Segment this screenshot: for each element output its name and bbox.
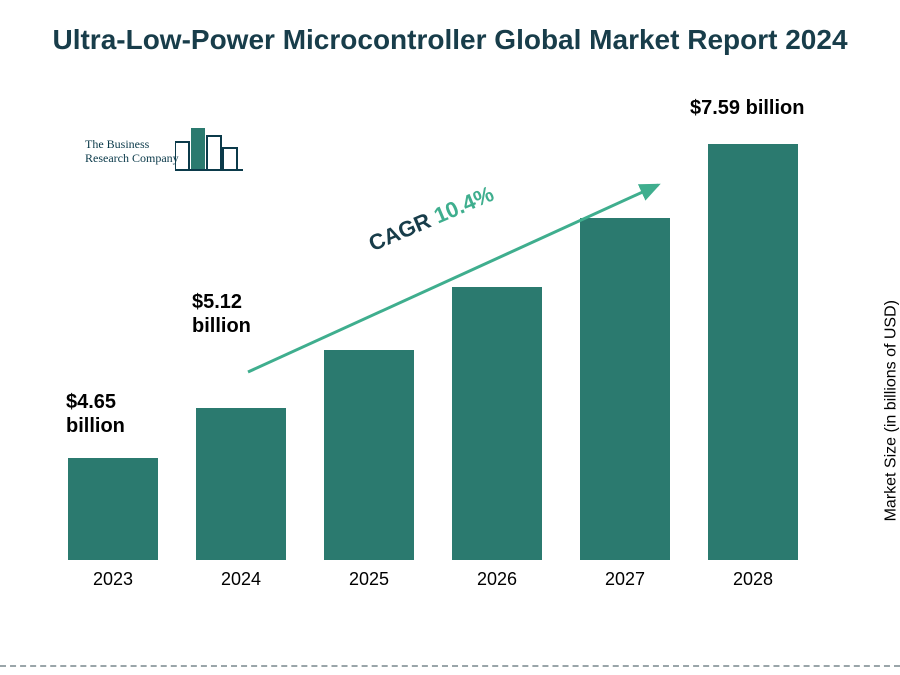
value-label: $4.65billion — [66, 390, 125, 438]
y-axis-label: Market Size (in billions of USD) — [882, 300, 900, 521]
bar — [452, 287, 542, 560]
bar — [68, 458, 158, 560]
bar — [580, 218, 670, 560]
value-label: $5.12billion — [192, 290, 251, 338]
x-axis-label: 2024 — [196, 569, 286, 590]
chart-container: Ultra-Low-Power Microcontroller Global M… — [0, 0, 900, 675]
bottom-dashed-line — [0, 665, 900, 667]
value-label: $7.59 billion — [690, 96, 804, 120]
bar — [196, 408, 286, 560]
bar — [324, 350, 414, 560]
chart-plot-area: 2023 2024 2025 2026 2027 2028 — [60, 100, 820, 595]
x-axis-label: 2027 — [580, 569, 670, 590]
x-axis-label: 2028 — [708, 569, 798, 590]
x-axis-label: 2026 — [452, 569, 542, 590]
x-axis-label: 2025 — [324, 569, 414, 590]
x-axis-label: 2023 — [68, 569, 158, 590]
bar — [708, 144, 798, 560]
chart-title: Ultra-Low-Power Microcontroller Global M… — [0, 22, 900, 57]
